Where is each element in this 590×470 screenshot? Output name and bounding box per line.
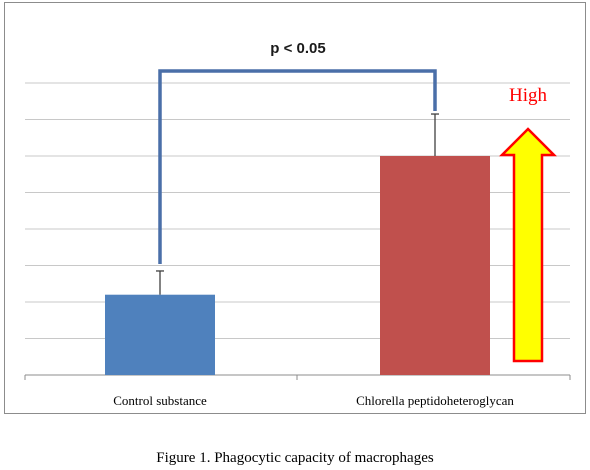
figure-caption: Figure 1. Phagocytic capacity of macroph…: [156, 450, 434, 466]
bar-2: [380, 156, 490, 375]
category-label: Control substance: [113, 393, 207, 408]
bar-chart: Control substance Chlorella peptidohetero…: [24, 40, 571, 408]
chart-frame: Control substance Chlorella peptidohetero…: [4, 2, 586, 414]
bar-1: [105, 294, 215, 375]
significance-label: p < 0.05: [270, 40, 325, 57]
high-label: High: [509, 85, 548, 106]
category-label: Chlorella peptidoheteroglycan: [356, 393, 514, 408]
significance-bracket: [158, 69, 437, 264]
up-arrow-icon: [498, 127, 558, 363]
